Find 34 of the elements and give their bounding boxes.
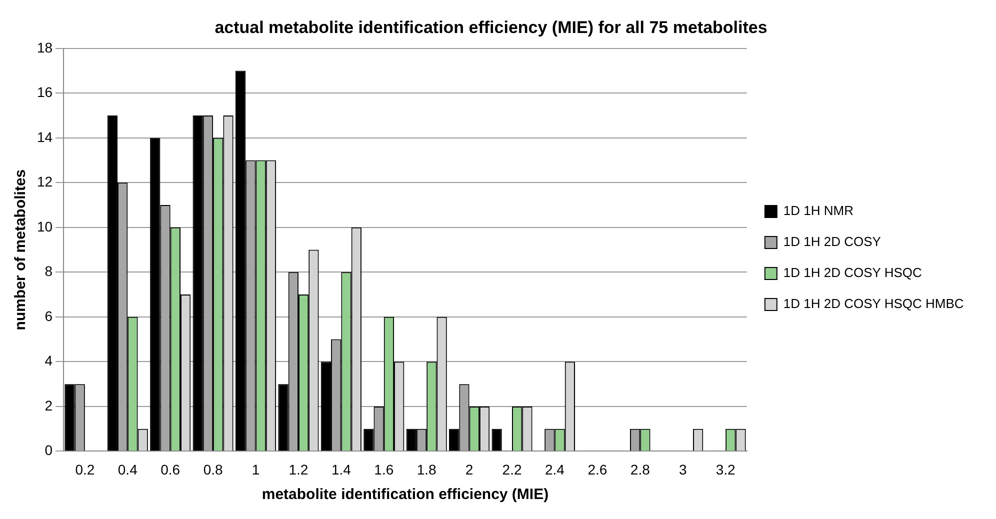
y-tick-label: 10 — [36, 218, 53, 234]
legend-label: 1D 1H 2D COSY HSQC HMBC — [783, 296, 964, 312]
x-tick-label: 0.4 — [118, 461, 138, 478]
bar — [492, 428, 502, 451]
x-tick-label: 3.2 — [716, 461, 736, 478]
x-tick-label: 1.2 — [288, 461, 308, 478]
y-axis-title: number of metabolites — [12, 169, 30, 330]
y-tick-label: 8 — [44, 263, 53, 280]
x-tick-label: 1.4 — [331, 461, 352, 478]
x-tick-label: 2.4 — [544, 461, 565, 478]
legend-label: 1D 1H NMR — [783, 203, 854, 218]
y-tick-label: 4 — [44, 352, 53, 369]
legend-label: 1D 1H 2D COSY HSQC — [783, 265, 922, 280]
x-tick-label: 0.2 — [75, 461, 95, 478]
x-tick-label: 1.8 — [416, 461, 437, 478]
x-tick-label: 0.8 — [203, 461, 223, 478]
x-tick-label: 1.6 — [374, 461, 394, 478]
x-tick-label: 1 — [252, 461, 260, 478]
y-tick-label: 2 — [44, 397, 53, 414]
y-tick-label: 0 — [44, 442, 53, 458]
x-tick-label: 2.6 — [588, 461, 608, 478]
legend-label: 1D 1H 2D COSY — [783, 234, 882, 250]
y-tick-label: 12 — [36, 174, 53, 190]
x-tick-label: 0.6 — [160, 461, 180, 478]
x-tick-label: 2 — [465, 461, 474, 478]
chart-title: actual metabolite identification efficiency (MIE) for all 75 metabolites — [214, 18, 768, 37]
x-tick-label: 3 — [678, 461, 687, 478]
x-tick-label: 2.2 — [502, 461, 522, 478]
x-tick-label: 2.8 — [630, 461, 650, 478]
y-tick-label: 14 — [36, 128, 53, 145]
y-tick-label: 6 — [44, 308, 53, 324]
x-axis-title: metabolite identification efficiency (MIE) — [262, 486, 549, 504]
y-tick-label: 18 — [36, 39, 53, 56]
y-tick-label: 16 — [36, 84, 53, 100]
